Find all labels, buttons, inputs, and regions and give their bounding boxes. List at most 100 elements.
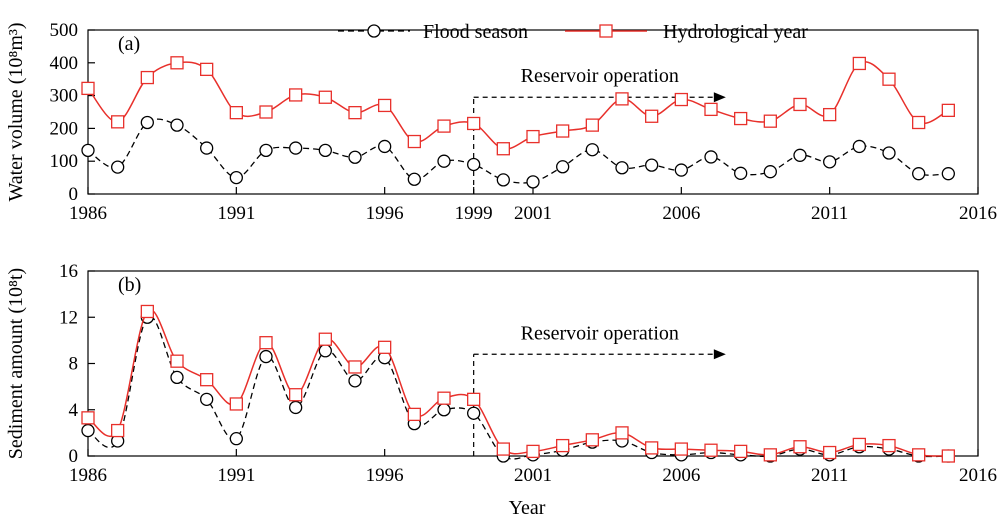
- flood-season-point: [81, 423, 95, 438]
- flood-season-point: [229, 170, 243, 185]
- flood-season-point: [526, 175, 540, 189]
- flood-season-point: [823, 155, 837, 169]
- x-tick-label: 1996: [366, 465, 404, 486]
- annotation-label: Reservoir operation: [521, 65, 679, 87]
- hydrological-year-point: [793, 440, 807, 454]
- flood-season-point: [852, 139, 866, 154]
- y-tick-label: 12: [59, 307, 78, 328]
- hydrological-year-point: [467, 392, 481, 406]
- flood-season-point: [170, 370, 184, 385]
- legend-hydro-label: Hydrological year: [663, 21, 808, 43]
- hydrological-year-point: [348, 106, 362, 120]
- x-tick-label: 2006: [662, 203, 700, 224]
- hydrological-year-point: [81, 81, 95, 96]
- flood-season-point: [585, 143, 599, 157]
- x-tick-label: 2011: [811, 203, 848, 224]
- flood-season-point: [348, 374, 362, 388]
- hydrological-year-point: [378, 340, 392, 354]
- flood-season-point: [882, 146, 896, 160]
- hydrological-year-point: [259, 336, 273, 350]
- hydrological-year-line: [87, 308, 949, 457]
- hydrological-year-point: [496, 442, 510, 456]
- legend-flood-label: Flood season: [423, 21, 528, 43]
- flood-season-point: [289, 400, 303, 415]
- hydrological-year-point: [229, 397, 243, 411]
- flood-season-point: [81, 143, 95, 158]
- hydrological-year-point: [348, 360, 362, 374]
- flood-season-point: [200, 141, 214, 155]
- y-tick-label: 16: [59, 261, 78, 282]
- hydrological-year-point: [912, 448, 926, 462]
- hydrological-year-point: [615, 426, 629, 440]
- flood-season-point: [467, 157, 481, 172]
- hydrological-year-point: [140, 70, 154, 85]
- x-tick-label: 1991: [217, 465, 255, 486]
- annotation-arrowhead: [713, 92, 726, 103]
- hydrological-year-point: [140, 304, 154, 319]
- hydrological-year-point: [526, 444, 540, 459]
- flood-season-point: [615, 161, 629, 175]
- hydrological-year-point: [318, 90, 332, 104]
- x-tick-label: 1999: [455, 203, 493, 224]
- hydrological-year-point: [81, 411, 95, 425]
- x-tick-label: 2016: [959, 203, 997, 224]
- hydrological-year-point: [585, 433, 599, 447]
- y-axis-title: Water volume (10⁸m³): [5, 22, 27, 201]
- hydrological-year-point: [496, 142, 510, 156]
- hydrological-year-point: [170, 56, 184, 70]
- flood-season-point: [259, 143, 273, 158]
- hydrological-year-point: [585, 118, 599, 132]
- hydrological-year-point: [852, 437, 866, 452]
- x-axis-title: Year: [509, 497, 546, 519]
- hydrological-year-point: [674, 442, 688, 456]
- flood-season-line: [87, 118, 949, 184]
- flood-season-point: [407, 172, 421, 186]
- hydrological-year-point: [259, 105, 273, 119]
- hydrological-year-point: [852, 56, 866, 71]
- hydrological-year-point: [111, 115, 125, 129]
- x-tick-label: 1986: [69, 203, 107, 224]
- hydrological-year-line: [87, 61, 949, 150]
- hydrological-year-point: [229, 106, 243, 120]
- hydrological-year-point: [200, 62, 214, 77]
- flood-season-point: [140, 115, 154, 130]
- y-tick-label: 4: [69, 400, 79, 421]
- hydrological-year-point: [556, 438, 570, 453]
- flood-season-point: [734, 166, 748, 180]
- x-tick-label: 2006: [662, 465, 700, 486]
- annotation-label: Reservoir operation: [521, 322, 679, 344]
- legend-flood-marker: [367, 24, 381, 38]
- y-axis-title: Sediment amount (10⁸t): [5, 268, 27, 459]
- panel-label: (a): [118, 33, 140, 55]
- y-tick-label: 8: [69, 354, 79, 375]
- hydrological-year-point: [615, 92, 629, 106]
- flood-season-point: [437, 154, 451, 168]
- hydrological-year-point: [467, 116, 481, 131]
- hydrological-year-point: [407, 134, 421, 149]
- hydrological-year-point: [704, 102, 718, 117]
- hydrological-year-point: [200, 373, 214, 387]
- x-tick-label: 2016: [959, 465, 997, 486]
- hydrological-year-point: [823, 107, 837, 122]
- x-tick-label: 2001: [514, 203, 552, 224]
- panel-a: 0 100 200 300 400 500 1986 1991 1996 1999 2001 2006…: [5, 20, 997, 224]
- legend: Flood season Hydrological year: [338, 21, 808, 43]
- flood-season-point: [793, 148, 807, 162]
- x-tick-label: 1986: [69, 465, 107, 486]
- hydrological-year-point: [556, 124, 570, 138]
- flood-season-point: [674, 163, 688, 177]
- hydrological-year-point: [407, 407, 421, 422]
- hydrological-year-point: [318, 332, 332, 346]
- flood-season-point: [170, 118, 184, 132]
- x-tick-label: 2011: [811, 465, 848, 486]
- flood-season-point: [378, 139, 392, 154]
- flood-season-point: [763, 165, 777, 179]
- hydrological-year-point: [170, 354, 184, 368]
- hydrological-year-point: [941, 449, 955, 463]
- flood-season-point: [348, 150, 362, 164]
- hydrological-year-point: [645, 109, 659, 123]
- hydrological-year-point: [111, 423, 125, 438]
- y-tick-label: 0: [69, 184, 79, 205]
- hydrological-year-point: [793, 97, 807, 112]
- y-tick-label: 500: [50, 20, 79, 41]
